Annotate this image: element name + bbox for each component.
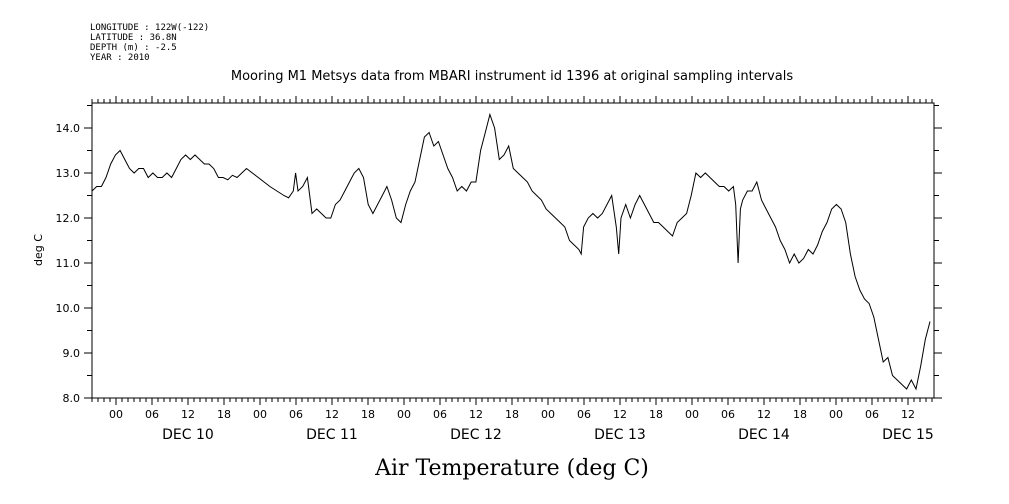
x-tick-label: 00 <box>397 408 411 421</box>
x-axis-title: Air Temperature (deg C) <box>374 456 649 481</box>
y-tick-label: 11.0 <box>56 257 81 270</box>
day-label: DEC 14 <box>738 427 790 443</box>
meta-longitude: LONGITUDE : 122W(-122) <box>90 23 209 33</box>
day-label: DEC 13 <box>594 427 646 443</box>
x-tick-label: 00 <box>685 408 699 421</box>
x-tick-label: 18 <box>505 408 519 421</box>
series-line <box>91 112 931 391</box>
y-tick-label: 12.0 <box>56 212 81 225</box>
y-tick-label: 10.0 <box>56 302 81 315</box>
y-axis-label: deg C <box>32 234 45 266</box>
meta-year: YEAR : 2010 <box>90 53 150 63</box>
y-tick-label: 13.0 <box>56 167 81 180</box>
x-tick-label: 12 <box>325 408 339 421</box>
x-tick-label: 12 <box>181 408 195 421</box>
y-tick-label: 9.0 <box>63 347 81 360</box>
day-label: DEC 15 <box>882 427 934 443</box>
y-tick-labels: 8.0 9.0 10.0 11.0 12.0 13.0 14.0 <box>56 122 81 405</box>
x-tick-label: 00 <box>541 408 555 421</box>
day-label: DEC 11 <box>306 427 358 443</box>
x-tick-label: 06 <box>289 408 303 421</box>
x-tick-label: 12 <box>901 408 915 421</box>
chart-title: Mooring M1 Metsys data from MBARI instru… <box>231 69 793 84</box>
day-label: DEC 12 <box>450 427 502 443</box>
y-tick-label: 14.0 <box>56 122 81 135</box>
x-tick-label: 06 <box>433 408 447 421</box>
x-tick-label: 12 <box>469 408 483 421</box>
plot-frame <box>91 102 935 399</box>
day-label: DEC 10 <box>162 427 214 443</box>
x-tick-label: 00 <box>109 408 123 421</box>
x-tick-label: 00 <box>253 408 267 421</box>
meta-latitude: LATITUDE : 36.8N <box>90 33 177 43</box>
x-tick-label: 18 <box>217 408 231 421</box>
y-tick-label: 8.0 <box>63 392 81 405</box>
x-tick-label: 06 <box>577 408 591 421</box>
x-tick-label: 06 <box>145 408 159 421</box>
x-tick-label: 18 <box>649 408 663 421</box>
meta-depth: DEPTH (m) : -2.5 <box>90 43 177 53</box>
x-tick-label: 12 <box>613 408 627 421</box>
x-tick-label: 18 <box>793 408 807 421</box>
x-tick-labels: 00 06 12 18 00 06 12 18 00 06 12 18 00 06 12 18 00 06 12 18… <box>109 408 915 421</box>
x-tick-label: 12 <box>757 408 771 421</box>
x-tick-label: 06 <box>721 408 735 421</box>
x-tick-label: 18 <box>361 408 375 421</box>
x-tick-label: 00 <box>829 408 843 421</box>
x-tick-label: 06 <box>865 408 879 421</box>
tick-layer <box>84 96 942 405</box>
